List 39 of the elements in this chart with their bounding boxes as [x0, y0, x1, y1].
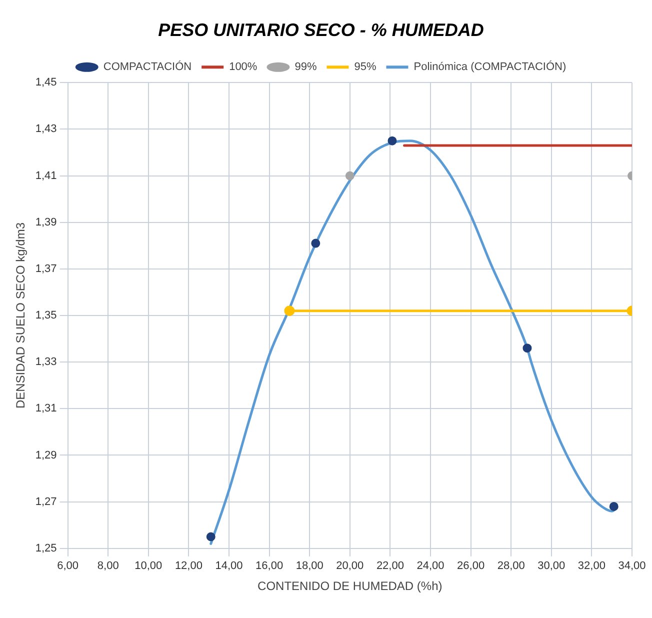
- x-tick-label: 32,00: [578, 560, 606, 572]
- x-tick-label: 18,00: [296, 560, 324, 572]
- x-tick-label: 28,00: [497, 560, 525, 572]
- chart-title: PESO UNITARIO SECO - % HUMEDAD: [158, 20, 484, 40]
- legend-label: 100%: [229, 61, 258, 74]
- y-tick-label: 1,29: [35, 449, 57, 462]
- y-tick-label: 1,31: [35, 402, 57, 415]
- y-tick-label: 1,27: [35, 496, 57, 508]
- x-tick-label: 6,00: [57, 560, 79, 572]
- y-tick-label: 1,33: [35, 356, 57, 368]
- y-tick-label: 1,35: [35, 310, 57, 322]
- point: [522, 344, 532, 353]
- x-tick-label: 22,00: [376, 560, 404, 572]
- y-axis-title: DENSIDAD SUELO SECO kg/dm3: [14, 222, 28, 409]
- x-tick-label: 30,00: [538, 560, 566, 572]
- x-tick-label: 14,00: [215, 560, 243, 572]
- legend-label: COMPACTACIÓN: [103, 60, 192, 74]
- x-tick-label: 26,00: [457, 560, 485, 572]
- x-tick-label: 8,00: [97, 560, 119, 572]
- y-tick-label: 1,43: [35, 123, 57, 136]
- x-axis-title: CONTENIDO DE HUMEDAD (%h): [258, 579, 442, 594]
- legend-label: 99%: [294, 61, 317, 74]
- x-tick-label: 24,00: [416, 560, 444, 572]
- legend-label: 95%: [354, 61, 376, 74]
- y-tick-label: 1,41: [35, 170, 57, 182]
- y-tick-label: 1,45: [35, 76, 57, 89]
- point: [609, 502, 618, 511]
- y-tick-label: 1,39: [35, 216, 57, 228]
- x-tick-label: 20,00: [336, 560, 364, 572]
- y-tick-label: 1,37: [35, 262, 57, 275]
- x-tick-label: 34,00: [618, 560, 646, 572]
- point: [388, 136, 397, 146]
- point: [311, 238, 320, 248]
- point: [206, 532, 216, 542]
- y-tick-label: 1,25: [35, 542, 57, 554]
- x-tick-label: 16,00: [256, 560, 284, 572]
- x-tick-label: 10,00: [134, 560, 162, 572]
- legend-label: Polinómica (COMPACTACIÓN): [414, 60, 566, 74]
- x-tick-label: 12,00: [174, 560, 202, 572]
